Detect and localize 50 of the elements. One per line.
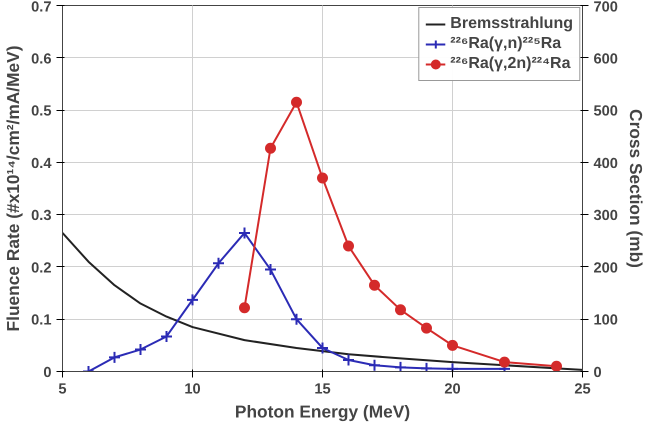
y2-tick-label: 700: [594, 0, 618, 16]
y2-tick-label: 400: [594, 156, 618, 172]
y-tick-label: 0.2: [31, 260, 52, 276]
y-axis-title: Fluence Rate (#x10¹⁴/cm²/mA/MeV): [3, 46, 24, 332]
point: [369, 280, 380, 291]
point: [368, 358, 381, 372]
legend-label: Bremsstrahlung: [450, 15, 573, 33]
x-tick-label: 20: [444, 382, 461, 398]
point: [108, 350, 121, 364]
point: [342, 353, 355, 366]
point: [394, 360, 407, 372]
point: [160, 330, 173, 343]
y-tick-label: 0: [43, 365, 52, 381]
y2-tick-label: 600: [594, 51, 618, 68]
point: [551, 360, 562, 372]
x-tick-label: 10: [184, 382, 201, 398]
y-tick-label: 0.5: [31, 104, 52, 120]
y-tick-label: 0.6: [31, 51, 52, 68]
y2-tick-label: 300: [594, 208, 618, 224]
point: [395, 304, 406, 316]
y2-tick-label: 100: [594, 312, 618, 329]
point: [239, 302, 250, 314]
point: [265, 142, 276, 154]
point: [134, 343, 147, 356]
y2-tick-label: 200: [594, 260, 618, 276]
point: [317, 172, 328, 184]
x-tick-label: 25: [574, 382, 591, 398]
y2-axis-title: Cross Section (mb): [626, 109, 646, 268]
y2-tick-label: 500: [594, 104, 618, 120]
y-tick-label: 0.7: [31, 0, 52, 16]
y-tick-label: 0.4: [31, 156, 52, 172]
x-axis-title: Photon Energy (MeV): [234, 402, 410, 422]
point: [421, 322, 432, 334]
y-tick-label: 0.3: [31, 208, 52, 224]
point: [186, 293, 199, 306]
point: [264, 263, 277, 276]
point: [316, 341, 329, 354]
point: [499, 356, 510, 368]
point: [212, 256, 225, 270]
legend-label: ²²⁶Ra(γ,n)²²⁵Ra: [450, 35, 562, 53]
point: [290, 312, 303, 326]
x-tick-label: 15: [314, 382, 331, 398]
point: [343, 240, 354, 252]
point: [291, 96, 302, 108]
x-tick-label: 5: [58, 382, 67, 398]
point: [238, 226, 251, 240]
point: [447, 340, 458, 351]
y2-tick-label: 0: [594, 365, 602, 381]
y-tick-label: 0.1: [31, 312, 52, 329]
legend-label: ²²⁶Ra(γ,2n)²²⁴Ra: [450, 55, 570, 73]
